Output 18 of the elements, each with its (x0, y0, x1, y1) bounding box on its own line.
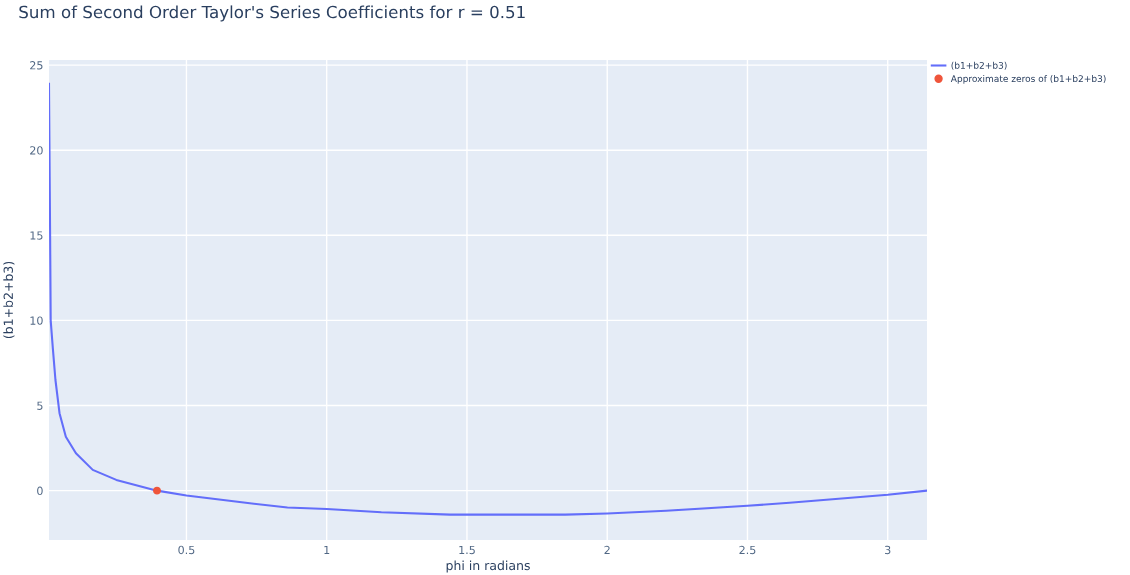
y-tick-label: 5 (37, 401, 43, 410)
x-tick-label: 1.5 (459, 545, 475, 555)
y-axis-title: (b1+b2+b3) (3, 261, 15, 339)
y-tick-label: 0 (37, 486, 43, 496)
x-tick-label: 3 (885, 545, 891, 555)
y-tick-label: 20 (30, 146, 43, 155)
legend-label: (b1+b2+b3) (951, 61, 1007, 70)
legend-label: Approximate zeros of (b1+b2+b3) (950, 75, 1106, 84)
y-tick-label: 15 (30, 231, 43, 240)
x-tick-label: 2.5 (739, 545, 756, 555)
y-tick-label: 10 (30, 316, 43, 325)
y-tick-label: 25 (30, 61, 43, 70)
x-tick-label: 0.5 (178, 545, 195, 555)
chart-title: Sum of Second Order Taylor's Series Coefficients for r = 0.51 (19, 5, 525, 22)
x-tick-label: 1 (324, 545, 330, 554)
x-tick-label: 2 (604, 545, 610, 554)
x-axis-title: phi in radians (446, 560, 530, 573)
line-series (49, 82, 927, 516)
